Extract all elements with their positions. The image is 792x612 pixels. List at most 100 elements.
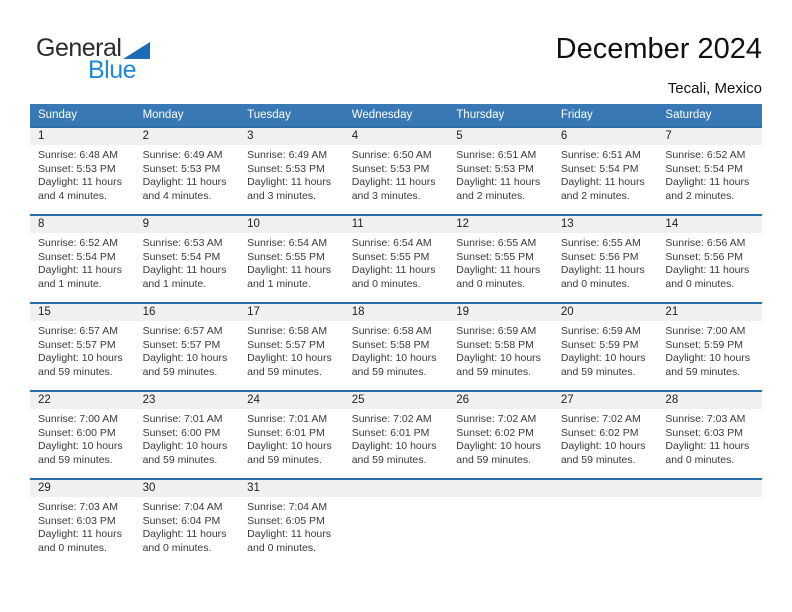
week-row: 8 Sunrise: 6:52 AM Sunset: 5:54 PM Daylight… xyxy=(30,214,762,302)
daylight-line-2: and 3 minutes. xyxy=(351,189,421,202)
day-info: Sunrise: 6:57 AM Sunset: 5:57 PM Daylight:… xyxy=(135,321,240,379)
daylight-line-2: and 4 minutes. xyxy=(142,189,212,202)
sunset-line: Sunset: 5:55 PM xyxy=(247,250,325,263)
daylight-line-1: Daylight: 11 hours xyxy=(351,176,436,188)
day-number: 2 xyxy=(134,128,240,145)
sunset-line: Sunset: 6:01 PM xyxy=(247,426,325,439)
daylight-line-1: Daylight: 11 hours xyxy=(456,176,541,188)
sunset-line: Sunset: 5:59 PM xyxy=(665,338,744,351)
week-row: 15 Sunrise: 6:57 AM Sunset: 5:57 PM Dayligh… xyxy=(30,302,762,390)
sunrise-line: Sunrise: 6:51 AM xyxy=(456,149,537,161)
day-info: Sunrise: 6:54 AM Sunset: 5:55 PM Daylight:… xyxy=(344,233,449,291)
sunset-line: Sunset: 6:00 PM xyxy=(38,426,116,439)
weekday-header-row: Sunday Monday Tuesday Wednesday Thursday Frid… xyxy=(30,104,762,126)
day-info: Sunrise: 6:48 AM Sunset: 5:53 PM Daylight:… xyxy=(30,145,135,203)
sunrise-line: Sunrise: 7:03 AM xyxy=(38,501,118,513)
day-cell-26: 26 Sunrise: 7:02 AM Sunset: 6:02 PM Dayligh… xyxy=(448,392,553,478)
sunset-line: Sunset: 6:05 PM xyxy=(247,514,325,527)
daylight-line-2: and 0 minutes. xyxy=(247,541,317,554)
day-info: Sunrise: 6:55 AM Sunset: 5:56 PM Daylight:… xyxy=(553,233,658,291)
daylight-line-2: and 0 minutes. xyxy=(142,541,212,554)
day-cell-20: 20 Sunrise: 6:59 AM Sunset: 5:59 PM Dayligh… xyxy=(552,304,658,390)
daylight-line-1: Daylight: 10 hours xyxy=(142,352,228,364)
sunset-line: Sunset: 5:55 PM xyxy=(351,250,430,263)
day-cell-14: 14 Sunrise: 6:56 AM Sunset: 5:56 PM Dayligh… xyxy=(657,216,762,302)
daylight-line-2: and 3 minutes. xyxy=(247,189,317,202)
sunrise-line: Sunrise: 6:48 AM xyxy=(38,149,118,161)
daylight-line-1: Daylight: 10 hours xyxy=(247,440,332,452)
day-cell-23: 23 Sunrise: 7:01 AM Sunset: 6:00 PM Dayligh… xyxy=(134,392,240,478)
day-cell-empty xyxy=(343,480,449,566)
day-number: 17 xyxy=(239,304,344,321)
daylight-line-2: and 0 minutes. xyxy=(560,277,630,290)
day-info: Sunrise: 7:00 AM Sunset: 5:59 PM Daylight:… xyxy=(657,321,762,379)
day-number xyxy=(448,480,553,497)
calendar-table: Sunday Monday Tuesday Wednesday Thursday Frid… xyxy=(30,104,762,566)
sunset-line: Sunset: 5:53 PM xyxy=(456,162,534,175)
daylight-line-2: and 59 minutes. xyxy=(456,453,531,466)
day-number: 10 xyxy=(239,216,344,233)
daylight-line-2: and 59 minutes. xyxy=(560,365,636,378)
day-cell-empty xyxy=(657,480,762,566)
daylight-line-1: Daylight: 10 hours xyxy=(142,440,228,452)
day-number: 16 xyxy=(134,304,240,321)
daylight-line-2: and 59 minutes. xyxy=(351,365,427,378)
sunrise-line: Sunrise: 6:59 AM xyxy=(456,325,537,337)
day-cell-29: 29 Sunrise: 7:03 AM Sunset: 6:03 PM Dayligh… xyxy=(30,480,135,566)
day-number: 20 xyxy=(552,304,658,321)
daylight-line-2: and 2 minutes. xyxy=(665,189,735,202)
day-info: Sunrise: 7:04 AM Sunset: 6:05 PM Daylight:… xyxy=(239,497,344,555)
daylight-line-1: Daylight: 10 hours xyxy=(456,440,541,452)
daylight-line-2: and 0 minutes. xyxy=(665,453,735,466)
day-number: 21 xyxy=(657,304,762,321)
weekday-header-wednesday: Wednesday xyxy=(351,109,413,121)
sunrise-line: Sunrise: 6:52 AM xyxy=(665,149,746,161)
day-number: 23 xyxy=(134,392,240,409)
day-cell-10: 10 Sunrise: 6:54 AM Sunset: 5:55 PM Dayligh… xyxy=(239,216,344,302)
sunset-line: Sunset: 5:57 PM xyxy=(38,338,116,351)
day-cell-4: 4 Sunrise: 6:50 AM Sunset: 5:53 PM Daylight… xyxy=(343,128,449,214)
day-cell-21: 21 Sunrise: 7:00 AM Sunset: 5:59 PM Dayligh… xyxy=(657,304,762,390)
day-number xyxy=(343,480,449,497)
sunset-line: Sunset: 6:02 PM xyxy=(560,426,639,439)
day-cell-2: 2 Sunrise: 6:49 AM Sunset: 5:53 PM Daylight… xyxy=(134,128,240,214)
daylight-line-2: and 2 minutes. xyxy=(560,189,630,202)
page-title: December 2024 xyxy=(555,33,762,65)
header-titles: December 2024 Tecali, Mexico xyxy=(555,33,762,97)
daylight-line-1: Daylight: 10 hours xyxy=(351,440,437,452)
sunrise-line: Sunrise: 7:04 AM xyxy=(247,501,328,513)
day-cell-27: 27 Sunrise: 7:02 AM Sunset: 6:02 PM Dayligh… xyxy=(552,392,658,478)
daylight-line-1: Daylight: 11 hours xyxy=(38,528,122,540)
day-number: 5 xyxy=(448,128,553,145)
sunrise-line: Sunrise: 6:53 AM xyxy=(142,237,223,249)
daylight-line-1: Daylight: 10 hours xyxy=(38,352,123,364)
sunrise-line: Sunrise: 7:00 AM xyxy=(665,325,746,337)
day-number: 19 xyxy=(448,304,553,321)
day-number: 9 xyxy=(134,216,240,233)
sunset-line: Sunset: 5:55 PM xyxy=(456,250,534,263)
day-number: 13 xyxy=(552,216,658,233)
sunrise-line: Sunrise: 6:52 AM xyxy=(38,237,118,249)
sunset-line: Sunset: 5:57 PM xyxy=(247,338,325,351)
day-number: 3 xyxy=(239,128,344,145)
daylight-line-2: and 59 minutes. xyxy=(38,365,113,378)
weekday-header-monday: Monday xyxy=(142,109,184,121)
day-info: Sunrise: 7:01 AM Sunset: 6:01 PM Daylight:… xyxy=(239,409,344,467)
day-cell-11: 11 Sunrise: 6:54 AM Sunset: 5:55 PM Dayligh… xyxy=(343,216,449,302)
day-cell-6: 6 Sunrise: 6:51 AM Sunset: 5:54 PM Daylight… xyxy=(552,128,658,214)
sunset-line: Sunset: 5:56 PM xyxy=(560,250,639,263)
daylight-line-2: and 0 minutes. xyxy=(38,541,107,554)
sunset-line: Sunset: 5:56 PM xyxy=(665,250,744,263)
daylight-line-1: Daylight: 11 hours xyxy=(247,528,331,540)
day-info: Sunrise: 6:58 AM Sunset: 5:57 PM Daylight:… xyxy=(239,321,344,379)
sunrise-line: Sunrise: 6:59 AM xyxy=(560,325,641,337)
day-cell-13: 13 Sunrise: 6:55 AM Sunset: 5:56 PM Dayligh… xyxy=(552,216,658,302)
daylight-line-1: Daylight: 10 hours xyxy=(351,352,437,364)
sunrise-line: Sunrise: 6:58 AM xyxy=(247,325,328,337)
sunrise-line: Sunrise: 6:55 AM xyxy=(456,237,537,249)
day-cell-18: 18 Sunrise: 6:58 AM Sunset: 5:58 PM Dayligh… xyxy=(343,304,449,390)
weekday-header-thursday: Thursday xyxy=(456,109,505,121)
day-info: Sunrise: 7:03 AM Sunset: 6:03 PM Daylight:… xyxy=(30,497,135,555)
sunset-line: Sunset: 5:54 PM xyxy=(142,250,221,263)
daylight-line-1: Daylight: 11 hours xyxy=(456,264,541,276)
